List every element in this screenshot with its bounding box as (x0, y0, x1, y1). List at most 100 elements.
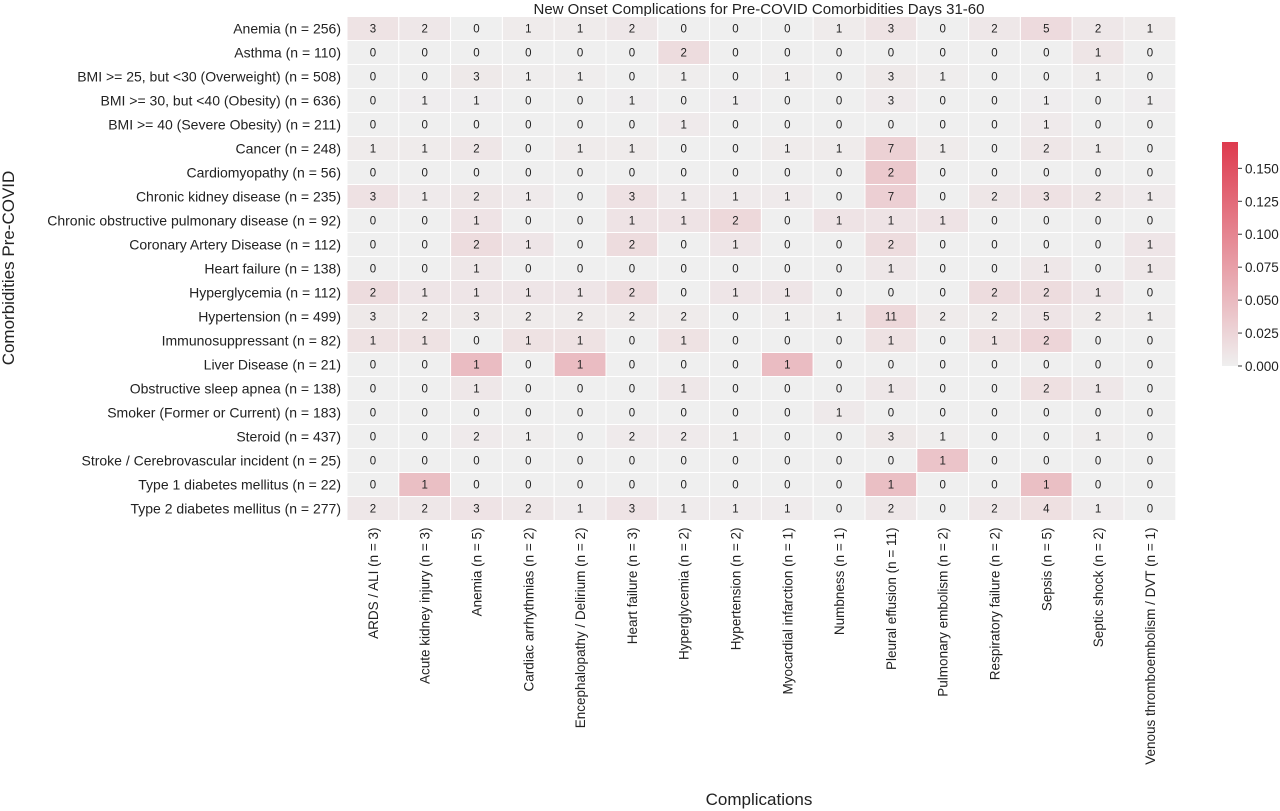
heatmap-cell (398, 496, 452, 521)
cell-value: 0 (577, 432, 583, 444)
cell-value: 0 (680, 360, 686, 372)
heatmap-cell (812, 400, 866, 425)
cell-value: 0 (991, 408, 997, 420)
heatmap-cell (657, 40, 711, 65)
cell-value: 0 (1095, 480, 1101, 492)
heatmap-cell (605, 160, 659, 185)
cell-value: 0 (1095, 120, 1101, 132)
colorbar-tick-label: 0.075 (1245, 260, 1279, 275)
heatmap-cell (812, 352, 866, 377)
cell-value: 1 (784, 72, 790, 84)
cell-value: 0 (1095, 216, 1101, 228)
cell-value: 2 (991, 312, 997, 324)
cell-value: 0 (836, 384, 842, 396)
cell-value: 0 (525, 48, 531, 60)
column-label: Cardiac arrhythmias (n = 2) (521, 528, 536, 692)
heatmap-cell (346, 160, 400, 185)
heatmap-cell (553, 232, 607, 257)
row-label: Immunosuppressant (n = 82) (162, 333, 341, 349)
heatmap-cell (553, 88, 607, 113)
heatmap-cell (968, 424, 1021, 449)
heatmap-cell (553, 40, 607, 65)
cell-value: 1 (1147, 264, 1153, 276)
cell-value: 0 (680, 264, 686, 276)
cell-value: 2 (473, 192, 479, 204)
heatmap-cell (501, 40, 555, 65)
heatmap-cell (1019, 304, 1073, 329)
column-label: Pulmonary embolism (n = 2) (936, 527, 951, 696)
cell-value: 1 (784, 288, 790, 300)
heatmap-cell (450, 184, 503, 209)
cell-value: 2 (1095, 312, 1101, 324)
cell-value: 0 (680, 144, 686, 156)
cell-value: 0 (629, 120, 635, 132)
column-label: Acute kidney injury (n = 3) (418, 528, 433, 684)
cell-value: 0 (370, 384, 376, 396)
heatmap-cell (1019, 208, 1073, 233)
cell-value: 2 (473, 432, 479, 444)
cell-value: 0 (370, 264, 376, 276)
heatmap-cell (657, 136, 711, 161)
heatmap-cell (760, 376, 814, 401)
heatmap-cell (450, 88, 503, 113)
cell-value: 3 (629, 504, 635, 516)
cell-value: 0 (939, 168, 945, 180)
cell-value: 0 (939, 48, 945, 60)
cell-value: 1 (888, 384, 894, 396)
column-label: Heart failure (n = 3) (625, 528, 640, 645)
heatmap-cell (968, 112, 1021, 137)
row-label: Liver Disease (n = 21) (204, 357, 341, 373)
heatmap-cell (1019, 160, 1073, 185)
cell-value: 0 (784, 240, 790, 252)
cell-value: 0 (680, 168, 686, 180)
heatmap-cell (968, 352, 1021, 377)
row-label: Hypertension (n = 499) (198, 309, 341, 325)
cell-value: 0 (939, 384, 945, 396)
column-label: ARDS / ALI (n = 3) (366, 528, 381, 639)
cell-value: 1 (421, 288, 427, 300)
cell-value: 0 (836, 192, 842, 204)
cell-value: 0 (1147, 168, 1153, 180)
cell-value: 0 (1095, 408, 1101, 420)
heatmap-cell (916, 496, 970, 521)
cell-value: 2 (629, 432, 635, 444)
cell-value: 0 (370, 96, 376, 108)
cell-value: 1 (629, 96, 635, 108)
cell-value: 0 (525, 456, 531, 468)
heatmap-cell (346, 472, 400, 497)
row-label: Anemia (n = 256) (233, 21, 341, 37)
cell-value: 0 (991, 72, 997, 84)
cell-value: 1 (732, 432, 738, 444)
cell-value: 0 (732, 168, 738, 180)
heatmap-cell (864, 232, 918, 257)
colorbar-tick-label: 0.125 (1245, 194, 1279, 209)
heatmap-cell (1123, 256, 1177, 281)
column-label: Anemia (n = 5) (470, 528, 485, 617)
cell-value: 1 (473, 264, 479, 276)
cell-value: 0 (577, 192, 583, 204)
column-label: Septic shock (n = 2) (1091, 528, 1106, 648)
cell-value: 0 (577, 168, 583, 180)
heatmap-cell (709, 112, 762, 137)
heatmap-cell (709, 496, 762, 521)
cell-value: 1 (421, 480, 427, 492)
cell-value: 1 (732, 504, 738, 516)
heatmap-cell (864, 472, 918, 497)
cell-value: 1 (1095, 432, 1101, 444)
cell-value: 2 (991, 504, 997, 516)
cell-value: 0 (784, 480, 790, 492)
heatmap-cell (657, 376, 711, 401)
cell-value: 1 (939, 72, 945, 84)
cell-value: 0 (577, 240, 583, 252)
cell-value: 0 (991, 144, 997, 156)
cell-value: 0 (732, 24, 738, 36)
heatmap-cell (1071, 208, 1125, 233)
heatmap-cell (864, 208, 918, 233)
heatmap-cell (968, 64, 1021, 89)
heatmap-cell (553, 352, 607, 377)
cell-value: 0 (1043, 432, 1049, 444)
cell-value: 1 (473, 360, 479, 372)
heatmap-cell (1123, 232, 1177, 257)
heatmap-cell (760, 400, 814, 425)
column-labels: ARDS / ALI (n = 3) Acute kidney injury (n… (366, 527, 1158, 764)
